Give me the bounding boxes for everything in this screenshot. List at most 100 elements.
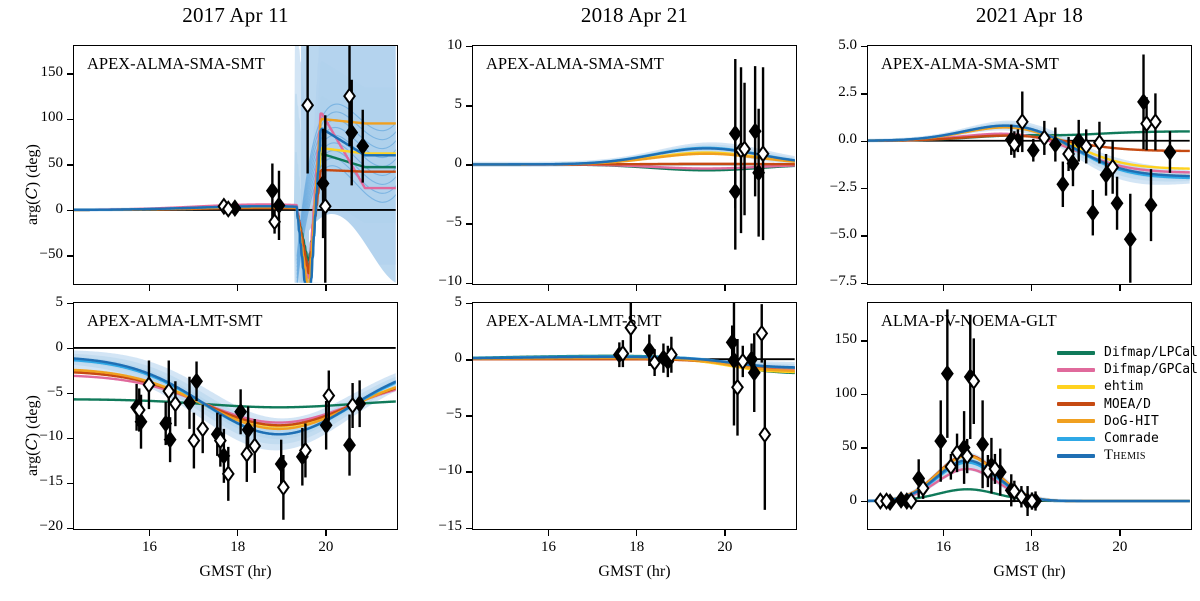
data-point-filled xyxy=(1099,153,1113,196)
ytickmark-p5-2 xyxy=(466,415,472,417)
data-point-filled xyxy=(356,109,370,183)
panel-p2 xyxy=(472,45,797,285)
legend-item-themis[interactable]: Themis xyxy=(1057,447,1198,464)
ytickmark-p5-1 xyxy=(466,471,472,473)
legend-swatch-4 xyxy=(1057,419,1095,424)
xtickmark-p3-2 xyxy=(1119,285,1121,291)
data-point-filled xyxy=(1056,161,1070,208)
data-point-open xyxy=(1007,480,1021,503)
ytickmark-p3-1 xyxy=(861,235,867,237)
panel-label-p1: APEX-ALMA-SMA-SMT xyxy=(87,54,265,73)
ytick-p4-1: −15 xyxy=(39,473,63,490)
plot-area-p3 xyxy=(868,54,1190,283)
data-point-filled xyxy=(265,163,279,219)
data-point-open xyxy=(1037,120,1051,155)
ytick-p5-0: −15 xyxy=(438,518,462,535)
data-point-filled xyxy=(1072,119,1086,162)
ytick-p6-0: 0 xyxy=(849,491,858,508)
legend-item-difmap-lpcal[interactable]: Difmap/LPCal xyxy=(1057,344,1198,361)
ytickmark-p1-0 xyxy=(67,255,73,257)
panel-p3 xyxy=(867,45,1192,285)
xtickmark-p2-1 xyxy=(635,285,638,291)
data-point-open xyxy=(1014,486,1028,508)
ytick-p4-3: −5 xyxy=(47,383,63,400)
data-point-open xyxy=(880,492,893,510)
xtickmark-p5-0 xyxy=(547,530,550,536)
xtick-p4-1: 18 xyxy=(230,539,246,555)
data-point-open xyxy=(736,345,750,378)
xaxis-label-p5: GMST (hr) xyxy=(598,563,671,580)
xtickmark-p4-0 xyxy=(148,530,151,536)
data-point-open xyxy=(343,46,356,147)
data-point-open xyxy=(624,303,638,353)
ytick-p3-0: −7.5 xyxy=(829,273,857,290)
xtickmark-p5-1 xyxy=(635,530,638,536)
uncertainty-band-p1 xyxy=(74,46,396,283)
legend-label-0: Difmap/LPCal xyxy=(1104,345,1198,361)
data-point-open xyxy=(1062,136,1076,172)
model-curve-moea-d xyxy=(868,134,1190,153)
data-point-open xyxy=(967,338,981,424)
data-point-filled xyxy=(1163,131,1177,173)
data-point-filled xyxy=(1086,189,1100,236)
xtickmark-p2-0 xyxy=(547,285,550,291)
ytick-p4-4: 0 xyxy=(55,338,64,355)
ytickmark-p6-0 xyxy=(861,500,867,503)
xtickmark-p6-2 xyxy=(1119,530,1121,536)
ytick-p5-2: −5 xyxy=(446,406,462,422)
xtick-p5-2: 20 xyxy=(717,539,733,555)
xtickmark-p6-0 xyxy=(942,530,945,536)
data-point-open xyxy=(221,446,235,501)
data-point-open xyxy=(944,453,958,480)
ytickmark-p1-2 xyxy=(67,164,73,166)
xtickmark-p1-2 xyxy=(325,285,327,291)
script-c-symbol: C xyxy=(22,187,41,200)
ytick-p1-2: 50 xyxy=(48,155,63,171)
model-curve-themis xyxy=(868,124,1190,178)
data-point-open xyxy=(240,426,254,482)
data-point-open xyxy=(1079,129,1093,164)
ytick-p3-5: 5.0 xyxy=(838,36,857,53)
legend-item-comrade[interactable]: Comrade xyxy=(1057,430,1198,447)
data-point-filled xyxy=(343,414,356,476)
panel-p6 xyxy=(867,302,1192,530)
legend-swatch-2 xyxy=(1057,384,1095,389)
ytick-p4-2: −10 xyxy=(39,428,63,445)
ytick-p6-1: 50 xyxy=(842,438,857,455)
ytickmark-p1-3 xyxy=(67,118,73,121)
data-point-open xyxy=(1015,91,1029,153)
legend-item-moea-d[interactable]: MOEA/D xyxy=(1057,396,1198,413)
ytick-p1-0: −50 xyxy=(39,246,63,263)
xaxis-label-p4: GMST (hr) xyxy=(199,563,272,580)
legend-item-ehtim[interactable]: ehtim xyxy=(1057,378,1198,395)
plot-area-p6 xyxy=(868,309,1190,517)
ytickmark-p1-1 xyxy=(67,209,73,212)
data-point-filled xyxy=(934,400,948,482)
panel-label-p5: APEX-ALMA-LMT-SMT xyxy=(486,311,662,330)
legend-swatch-3 xyxy=(1057,402,1095,407)
ytickmark-p3-5 xyxy=(861,45,867,48)
xtickmark-p1-1 xyxy=(236,285,239,291)
panel-p1 xyxy=(73,45,398,285)
legend-label-3: MOEA/D xyxy=(1104,396,1151,412)
legend-item-dog-hit[interactable]: DoG-HIT xyxy=(1057,413,1198,430)
legend-label-5: Comrade xyxy=(1104,431,1159,447)
data-point-filled xyxy=(190,361,203,402)
data-point-open xyxy=(1007,131,1021,158)
column-title-1: 2017 Apr 11 xyxy=(182,3,289,27)
data-point-open xyxy=(142,360,156,410)
ytickmark-p6-3 xyxy=(861,340,867,342)
xtick-p6-1: 18 xyxy=(1024,539,1040,555)
data-point-open xyxy=(756,67,770,241)
legend-item-difmap-gpcal[interactable]: Difmap/GPCal xyxy=(1057,361,1198,378)
xtickmark-p5-2 xyxy=(724,530,726,536)
data-point-open xyxy=(616,340,630,368)
data-point-open xyxy=(950,433,964,473)
panel-label-p2: APEX-ALMA-SMA-SMT xyxy=(486,54,664,73)
panel-label-p3: APEX-ALMA-SMA-SMT xyxy=(881,54,1059,73)
data-point-filled xyxy=(642,334,656,366)
legend-swatch-5 xyxy=(1057,436,1095,441)
data-point-open xyxy=(755,304,769,363)
panel-p5 xyxy=(472,302,797,530)
